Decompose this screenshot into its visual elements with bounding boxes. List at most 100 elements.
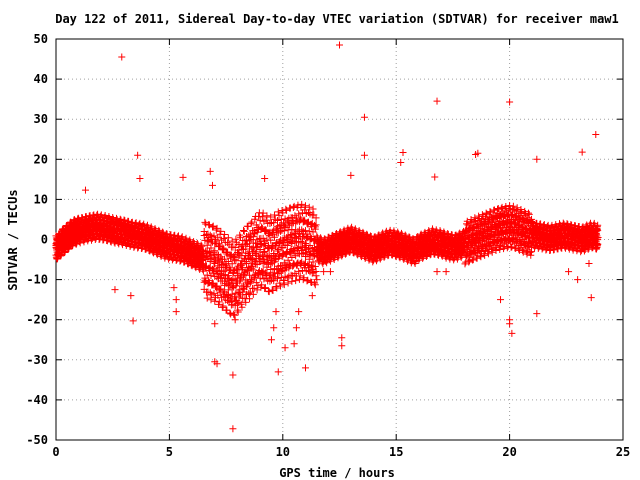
data-point <box>301 248 309 256</box>
data-point <box>300 274 308 282</box>
data-point <box>261 226 269 234</box>
x-tick-label: 15 <box>389 445 403 459</box>
data-point <box>172 296 180 304</box>
data-point <box>304 276 312 284</box>
data-point <box>210 289 218 297</box>
data-point <box>218 266 226 274</box>
data-point <box>303 277 311 285</box>
data-point <box>211 247 219 255</box>
y-tick-label: -30 <box>26 353 48 367</box>
data-point <box>254 270 262 278</box>
data-point <box>311 281 319 289</box>
data-point <box>506 98 514 106</box>
data-point <box>338 252 346 260</box>
data-point <box>338 342 346 350</box>
data-point <box>213 224 221 232</box>
data-point <box>289 246 297 254</box>
y-tick-label: 50 <box>34 32 48 46</box>
data-point <box>268 286 276 294</box>
data-point <box>301 364 309 372</box>
data-point <box>172 308 180 316</box>
data-point <box>592 130 600 138</box>
data-point <box>275 211 283 219</box>
data-point <box>253 286 261 294</box>
data-point <box>210 232 218 240</box>
data-point <box>134 151 142 159</box>
data-point <box>234 308 242 316</box>
data-point <box>198 242 206 250</box>
data-point <box>235 270 243 278</box>
data-point <box>211 297 219 305</box>
data-point <box>207 244 215 252</box>
data-point <box>261 227 269 235</box>
y-axis-label: SDTVAR / TECUs <box>6 189 20 290</box>
data-point <box>197 241 205 249</box>
x-axis-label: GPS time / hours <box>279 466 395 480</box>
data-point <box>312 268 320 276</box>
data-point <box>111 286 119 294</box>
data-point <box>498 203 506 211</box>
y-tick-label: 40 <box>34 72 48 86</box>
data-point <box>290 202 298 210</box>
data-point <box>338 334 346 342</box>
data-point <box>109 213 117 221</box>
data-point <box>472 150 480 158</box>
data-point <box>245 289 253 297</box>
data-point <box>248 262 256 270</box>
data-point <box>132 219 140 227</box>
data-point <box>276 238 284 246</box>
data-point <box>261 248 269 256</box>
data-point <box>280 281 288 289</box>
x-tick-label: 5 <box>166 445 173 459</box>
data-point <box>202 220 210 228</box>
data-point <box>221 255 229 263</box>
data-point <box>246 279 254 287</box>
data-point <box>97 212 105 220</box>
data-point <box>296 272 304 280</box>
data-point <box>574 276 582 284</box>
data-point <box>298 239 306 247</box>
data-point <box>277 244 285 252</box>
data-point <box>284 256 292 264</box>
data-point <box>242 298 250 306</box>
data-point <box>265 288 273 296</box>
data-point <box>301 202 309 210</box>
data-point <box>305 203 313 211</box>
data-point <box>260 248 268 256</box>
data-point <box>267 336 275 344</box>
data-point <box>301 206 309 214</box>
data-point <box>127 292 135 300</box>
data-point <box>272 308 280 316</box>
data-point <box>231 243 239 251</box>
data-point <box>298 226 306 234</box>
data-point <box>308 262 316 270</box>
data-point <box>263 212 271 220</box>
data-point <box>224 274 232 282</box>
data-point <box>240 227 248 235</box>
data-point <box>100 213 108 221</box>
data-point <box>125 217 133 225</box>
data-point <box>206 167 214 175</box>
data-point <box>216 286 224 294</box>
axis-ticks: 0 5 10 15 20 25 50 40 30 20 10 0 -10 -20 -30 -40 -50 <box>26 32 630 459</box>
data-point <box>213 360 221 368</box>
data-point <box>155 226 163 234</box>
data-point <box>360 151 368 159</box>
data-point <box>399 148 407 156</box>
data-point <box>256 217 264 225</box>
data-point <box>442 268 450 276</box>
data-point <box>203 271 211 279</box>
data-point <box>211 320 219 328</box>
data-point <box>274 216 282 224</box>
data-point <box>214 234 222 242</box>
data-point <box>336 41 343 49</box>
data-point <box>238 303 246 311</box>
data-point <box>506 316 514 324</box>
data-point <box>239 226 247 234</box>
data-point <box>245 232 253 240</box>
data-point <box>281 344 289 352</box>
data-point <box>223 306 231 314</box>
data-point <box>212 267 220 275</box>
data-point <box>239 272 247 280</box>
